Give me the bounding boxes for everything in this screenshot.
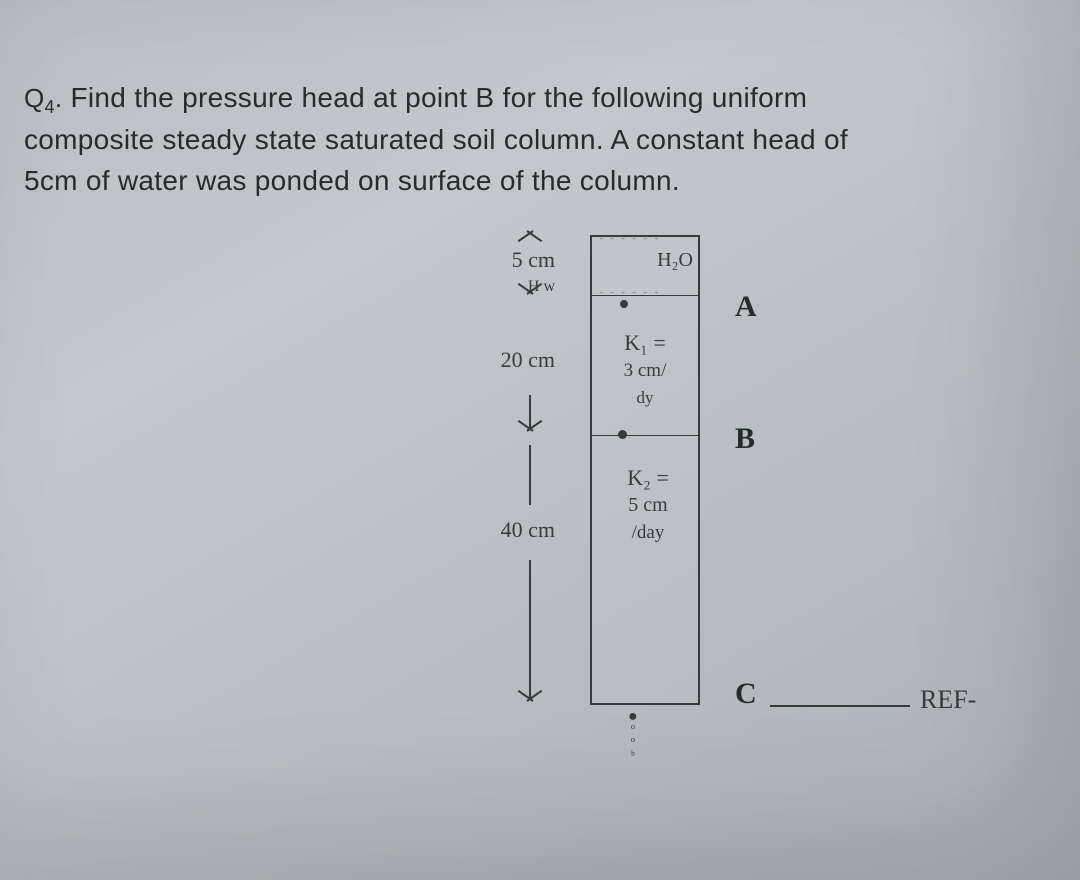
question-block: Q4. Find the pressure head at point B fo… bbox=[24, 78, 904, 201]
paper-surface: Q4. Find the pressure head at point B fo… bbox=[0, 0, 1080, 880]
question-label: Q4. bbox=[24, 83, 62, 113]
dot-near-b bbox=[618, 430, 627, 439]
water-surface-wave: ～～～～～～ bbox=[597, 285, 693, 293]
surface-a-line bbox=[592, 295, 698, 296]
k2-label: K₂ = 5 cm /day bbox=[598, 465, 698, 545]
point-b: B bbox=[735, 422, 755, 456]
dim-water-top-tick bbox=[515, 225, 545, 237]
dim-layer2-bar-bot bbox=[529, 560, 531, 698]
ref-label: REF- bbox=[920, 685, 976, 715]
water-top-wave: ～～～～～～ bbox=[597, 231, 693, 239]
dot-near-a bbox=[620, 300, 628, 308]
outflow-drips: ● ᵒ ᵒ ᵇ bbox=[628, 710, 638, 760]
column-bottom-line bbox=[592, 703, 698, 705]
soil-column-diagram: ～～～～～～ ～～～～～～ H₂O K₁ = 3 cm/ dy K₂ = 5 c… bbox=[420, 230, 980, 800]
dim-water-bot-tick bbox=[515, 288, 545, 300]
k1-label: K₁ = 3 cm/ dy bbox=[595, 330, 695, 410]
dim-layer2-label: 40 cm bbox=[435, 518, 555, 542]
point-c: C bbox=[735, 677, 757, 711]
dim-layer1-label: 20 cm bbox=[435, 348, 555, 372]
interface-b-line bbox=[592, 435, 698, 436]
question-text-body: Find the pressure head at point B for th… bbox=[24, 82, 848, 196]
dim-layer2-bar-top bbox=[529, 445, 531, 505]
ref-line-right bbox=[770, 705, 910, 707]
water-label: H₂O bbox=[625, 248, 725, 272]
dim-layer2-bot-tick bbox=[515, 695, 545, 707]
dim-layer1-bar bbox=[529, 395, 531, 430]
point-a: A bbox=[735, 290, 757, 324]
